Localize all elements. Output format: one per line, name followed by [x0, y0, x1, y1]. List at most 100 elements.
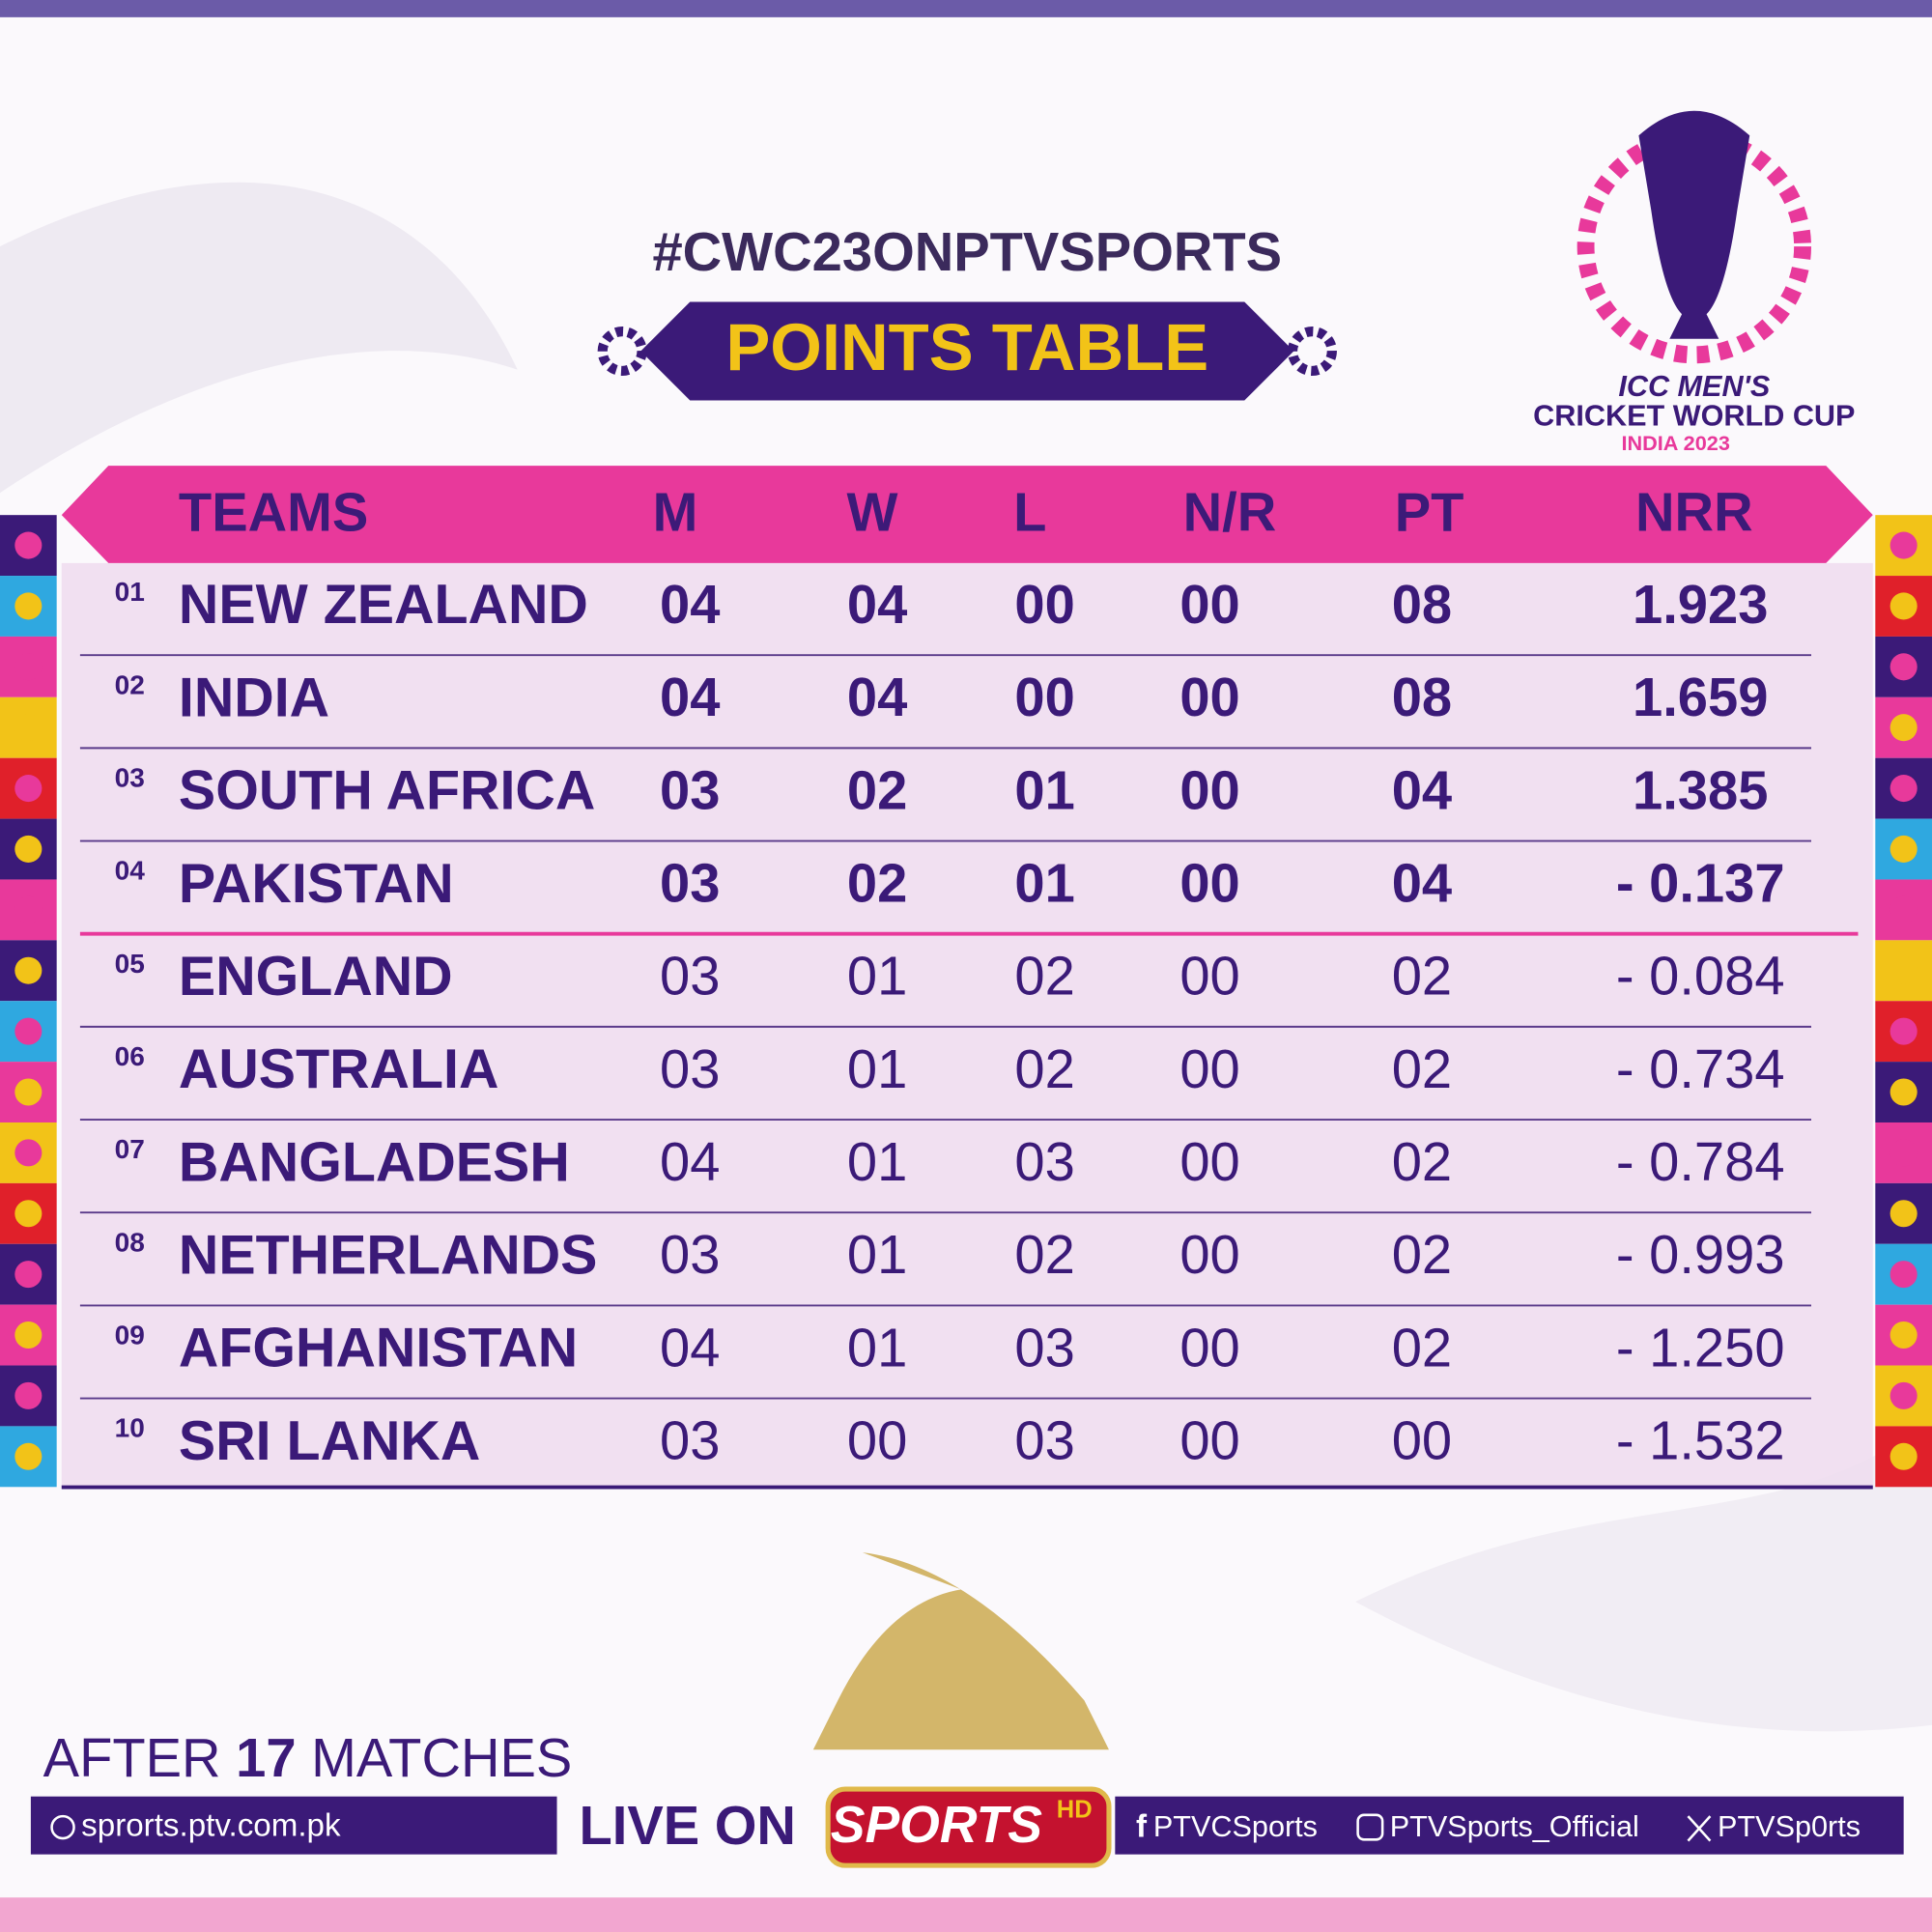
pattern-motif [1889, 1017, 1918, 1045]
cell: 01 [847, 1317, 907, 1378]
cell: 03 [1014, 1131, 1074, 1192]
cell: 01 [847, 946, 907, 1007]
cell: 00 [1179, 1317, 1239, 1378]
pattern-motif [14, 1321, 43, 1350]
footer-text: AFTER [43, 1727, 221, 1788]
column-header: N/R [1183, 481, 1277, 542]
cell: 00 [1014, 667, 1074, 727]
cell: 02 [847, 852, 907, 913]
icon [1687, 1815, 1712, 1842]
instagram[interactable]: PTVSports_Official [1390, 1810, 1639, 1843]
cell: 1.659 [1633, 667, 1768, 727]
pattern-motif [14, 1381, 43, 1409]
ornament [1287, 327, 1337, 377]
pattern-motif [14, 714, 43, 742]
team-name: AFGHANISTAN [179, 1318, 578, 1379]
pattern-motif [14, 653, 43, 681]
pattern-motif [14, 1200, 43, 1228]
icon: f [1136, 1809, 1148, 1845]
pattern-motif [1889, 531, 1918, 559]
cell: 08 [1392, 574, 1452, 635]
rank: 05 [115, 949, 145, 979]
cell: 02 [1392, 1224, 1452, 1285]
bg-swirl [0, 182, 518, 494]
website[interactable]: sprorts.ptv.com.pk [81, 1807, 341, 1843]
cell: 02 [1014, 1224, 1074, 1285]
pattern-motif [1889, 1381, 1918, 1409]
live-on: LIVE ON [579, 1795, 795, 1856]
pattern-motif [14, 1261, 43, 1289]
cell: 02 [1392, 1038, 1452, 1099]
cell: 02 [1392, 946, 1452, 1007]
column-header: TEAMS [179, 481, 368, 542]
pattern-motif [14, 775, 43, 803]
cell: 02 [1392, 1317, 1452, 1378]
logo-text: ICC MEN'S [1618, 370, 1771, 403]
cell: 00 [1179, 1409, 1239, 1470]
cell: - 0.084 [1616, 946, 1785, 1007]
logo-text: CRICKET WORLD CUP [1533, 399, 1855, 432]
cell: 00 [847, 1409, 907, 1470]
column-header: PT [1395, 481, 1464, 542]
cell: 04 [660, 667, 720, 727]
pattern-motif [1889, 835, 1918, 863]
cell: 04 [847, 574, 907, 635]
pattern-motif [1889, 1139, 1918, 1167]
team-name: NEW ZEALAND [179, 574, 588, 636]
cell: 02 [1392, 1131, 1452, 1192]
cell: 1.923 [1633, 574, 1768, 635]
cell: - 1.250 [1616, 1317, 1785, 1378]
rank: 07 [115, 1134, 145, 1164]
cell: 00 [1179, 1224, 1239, 1285]
social-bar [1115, 1796, 1904, 1855]
rank: 02 [115, 669, 145, 699]
team-name: SOUTH AFRICA [179, 760, 595, 822]
cell: 01 [847, 1131, 907, 1192]
logo-trophy [1638, 110, 1750, 339]
cell: 04 [660, 1317, 720, 1378]
pattern-motif [14, 835, 43, 863]
cell: 03 [660, 759, 720, 820]
cell: 00 [1179, 1038, 1239, 1099]
team-name: SRI LANKA [179, 1410, 480, 1472]
cell: 1.385 [1633, 759, 1768, 820]
pattern-motif [1889, 1261, 1918, 1289]
title-banner [640, 301, 1294, 401]
footer-text: 17 [236, 1727, 296, 1788]
icon [1356, 1813, 1384, 1841]
pattern-motif [1889, 1078, 1918, 1106]
cell: 04 [660, 574, 720, 635]
cell: 02 [1014, 946, 1074, 1007]
pattern-motif [14, 956, 43, 984]
cell: 00 [1179, 759, 1239, 820]
rank: 03 [115, 763, 145, 793]
pattern-motif [14, 1078, 43, 1106]
website-bar [30, 1796, 557, 1855]
footer-note: AFTER 17 MATCHES [43, 1727, 573, 1788]
cell: - 0.734 [1616, 1038, 1785, 1099]
pattern-motif [1889, 775, 1918, 803]
cell: 03 [1014, 1409, 1074, 1470]
globe-icon [50, 1814, 75, 1840]
cell: 01 [1014, 852, 1074, 913]
facebook[interactable]: PTVCSports [1153, 1810, 1318, 1843]
team-name: ENGLAND [179, 946, 453, 1008]
cell: 04 [847, 667, 907, 727]
channel-hd: HD [1057, 1797, 1093, 1824]
team-name: INDIA [179, 667, 329, 728]
channel: SPORTS [831, 1797, 1043, 1854]
cell: 01 [847, 1038, 907, 1099]
team-name: NETHERLANDS [179, 1224, 598, 1286]
cell: - 0.137 [1616, 852, 1785, 913]
pattern-motif [14, 1139, 43, 1167]
rank: 08 [115, 1227, 145, 1257]
channel-badge [825, 1786, 1112, 1868]
pattern-motif [1889, 1321, 1918, 1350]
cell: 00 [1392, 1409, 1452, 1470]
cell: 01 [1014, 759, 1074, 820]
x-account[interactable]: PTVSp0rts [1718, 1810, 1861, 1843]
ornament [597, 327, 647, 377]
cell: 00 [1179, 574, 1239, 635]
